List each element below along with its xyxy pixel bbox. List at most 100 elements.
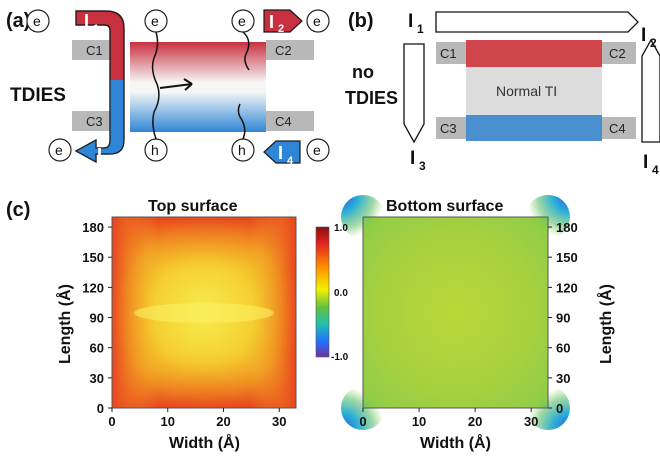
panel-a-i1-letter: I — [84, 11, 89, 31]
panel-a-h-circle-1: h — [144, 138, 168, 162]
svg-text:h: h — [151, 142, 159, 158]
panel-b-i3-sub: 3 — [419, 159, 426, 173]
panel-a-contact-c1-label: C1 — [86, 43, 103, 58]
bottom-x-tick-label: 20 — [468, 414, 482, 429]
panel-b-label: (b) — [348, 10, 374, 32]
panel-a-u-arrow-blue — [76, 80, 124, 162]
bottom-y-tick-label: 30 — [556, 371, 570, 386]
panel-a-inner-arrow — [159, 83, 193, 89]
panel-a-h-circle-2: h — [231, 138, 255, 162]
panel-a-i4-arrow — [263, 140, 301, 164]
bottom-y-tick-label: 120 — [556, 280, 578, 295]
panel-a-contact-c4-label: C4 — [275, 114, 292, 129]
panel-b-top-arrow — [435, 11, 639, 33]
svg-text:e: e — [313, 13, 321, 29]
bottom-surface-frame — [362, 216, 549, 409]
svg-text:e: e — [313, 142, 321, 158]
colorbar-tick-zero: 0.0 — [334, 288, 348, 299]
panel-b-i3-letter: I — [410, 148, 415, 169]
top-y-tick-label: 90 — [90, 311, 104, 326]
svg-text:e: e — [238, 13, 246, 29]
bottom-surface-title: Bottom surface — [386, 198, 503, 215]
colorbar-tick-min: -1.0 — [331, 352, 349, 363]
panel-a-e-circle-2: e — [144, 9, 168, 33]
panel-a-i4-sub: 4 — [287, 155, 294, 167]
panel-a-i3-letter: I — [97, 145, 102, 165]
top-surface-heatmap — [112, 217, 296, 408]
bottom-x-tick-label: 0 — [359, 414, 366, 429]
panel-b-i2-sub: 2 — [650, 36, 657, 50]
bottom-y-tick-label: 60 — [556, 341, 570, 356]
panel-a-i2-letter: I — [269, 12, 274, 32]
panel-b-contact-c3-label: C3 — [440, 121, 457, 136]
panel-a-contact-c3-label: C3 — [86, 114, 103, 129]
panel-a-contact-c2 — [266, 40, 314, 60]
colorbar-tick-max: 1.0 — [334, 223, 348, 234]
bottom-y-tick-label: 150 — [556, 250, 578, 265]
svg-text:e: e — [33, 13, 41, 29]
panel-b-i4-letter: I — [643, 152, 648, 173]
top-surface-frame — [111, 216, 297, 409]
top-y-tick-label: 30 — [90, 371, 104, 386]
bottom-surface-heatmap — [341, 195, 570, 430]
top-x-tick-label: 20 — [216, 414, 230, 429]
bottom-surface-xlabel: Width (Å) — [420, 433, 491, 452]
bottom-y-tick-label: 180 — [556, 220, 578, 235]
panel-a-wavy-path-3 — [237, 103, 246, 140]
panel-b-contact-c2-label: C2 — [609, 46, 626, 61]
top-y-tick-label: 60 — [90, 341, 104, 356]
panel-a-e-circle-1: e — [26, 9, 50, 33]
panel-a-wavy-path-1 — [151, 31, 160, 140]
top-y-tick-label: 120 — [82, 280, 104, 295]
top-surface-xlabel: Width (Å) — [169, 433, 240, 452]
top-surface-ylabel: Length (Å) — [55, 284, 74, 364]
svg-text:h: h — [238, 142, 246, 158]
panel-a-wavy-path-2 — [242, 31, 250, 71]
panel-b-left-arrow — [403, 43, 425, 144]
panel-b-contact-c3 — [436, 117, 466, 139]
colorbar — [315, 226, 330, 358]
panel-b-i2-letter: I — [641, 25, 646, 46]
panel-b-contact-c1-label: C1 — [440, 46, 457, 61]
panel-b-contact-c2 — [602, 42, 636, 64]
bottom-y-tick-label: 90 — [556, 311, 570, 326]
panel-b-contact-c4-label: C4 — [609, 121, 626, 136]
svg-text:e: e — [151, 13, 159, 29]
panel-b-normal-ti-label: Normal TI — [496, 83, 557, 99]
bottom-y-tick-label: 0 — [556, 401, 563, 416]
panel-b-contact-c1 — [436, 42, 466, 64]
panel-a-i3-sub: 3 — [106, 157, 112, 169]
top-surface-title: Top surface — [148, 198, 238, 215]
panel-a-i1-sub: 1 — [93, 23, 99, 35]
top-y-tick-label: 150 — [82, 250, 104, 265]
panel-a-contact-c4 — [266, 111, 314, 131]
top-x-tick-label: 10 — [161, 414, 175, 429]
bottom-surface-ylabel: Length (Å) — [596, 284, 615, 364]
panel-a-i4-letter: I — [278, 143, 283, 163]
panel-a-e-circle-4: e — [306, 9, 330, 33]
panel-a-e-circle-5: e — [48, 138, 72, 162]
panel-a-i2-arrow — [263, 9, 303, 33]
top-y-tick-label: 180 — [82, 220, 104, 235]
panel-a-contact-c2-label: C2 — [275, 43, 292, 58]
panel-b-no-label: no — [352, 62, 374, 82]
panel-c-label: (c) — [6, 199, 30, 221]
panel-b-i1-sub: 1 — [417, 22, 424, 36]
panel-b-i4-sub: 4 — [652, 163, 659, 177]
panel-b-contact-c4 — [602, 117, 636, 139]
panel-b-red-layer — [466, 40, 602, 67]
panel-a-i2-sub: 2 — [278, 23, 284, 35]
panel-b-blue-layer — [466, 115, 602, 141]
panel-b-tdies-label: TDIES — [345, 88, 398, 108]
panel-a-e-circle-3: e — [231, 9, 255, 33]
top-x-tick-label: 0 — [108, 414, 115, 429]
top-y-tick-label: 0 — [97, 401, 104, 416]
panel-b-i1-letter: I — [408, 11, 413, 32]
panel-a-e-circle-6: e — [306, 138, 330, 162]
svg-text:e: e — [55, 142, 63, 158]
panel-b-middle-layer — [466, 67, 602, 115]
top-x-tick-label: 30 — [272, 414, 286, 429]
panel-b-right-arrow — [641, 38, 660, 143]
bottom-x-tick-label: 30 — [524, 414, 538, 429]
